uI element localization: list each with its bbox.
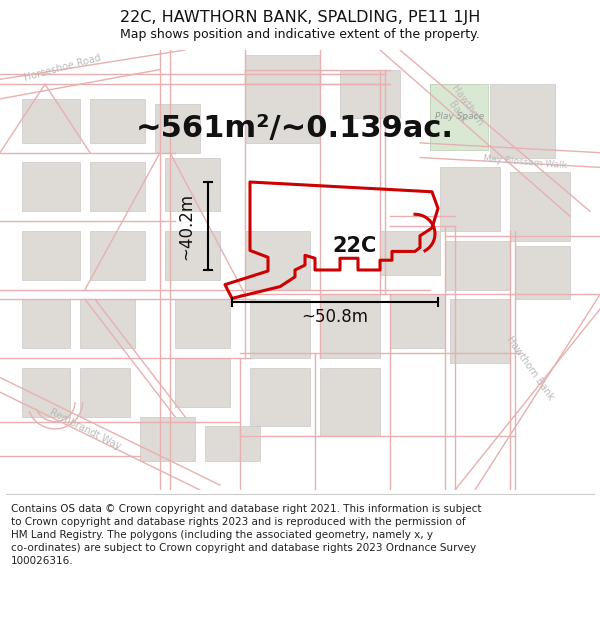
Polygon shape [90,99,145,143]
Polygon shape [430,84,488,150]
Text: ~40.2m: ~40.2m [177,192,195,259]
Polygon shape [175,358,230,407]
Polygon shape [340,69,400,119]
Polygon shape [390,294,445,348]
Text: Horseshoe Road: Horseshoe Road [22,52,101,82]
Polygon shape [165,158,220,211]
Polygon shape [245,231,310,289]
Polygon shape [245,55,320,84]
Polygon shape [22,231,80,280]
Polygon shape [430,84,480,148]
Polygon shape [380,231,440,275]
Polygon shape [510,173,570,241]
Polygon shape [250,368,310,426]
Polygon shape [155,104,200,152]
Text: Rembrandt Way: Rembrandt Way [48,407,122,452]
Polygon shape [80,368,130,417]
Polygon shape [490,84,555,158]
Polygon shape [90,162,145,211]
Polygon shape [450,299,510,363]
Polygon shape [320,368,380,436]
Polygon shape [140,417,195,461]
Polygon shape [445,241,510,289]
Text: Map shows position and indicative extent of the property.: Map shows position and indicative extent… [120,28,480,41]
Polygon shape [320,294,380,358]
Text: ~50.8m: ~50.8m [302,308,368,326]
Polygon shape [245,84,320,143]
Polygon shape [22,99,80,143]
Text: 22C, HAWTHORN BANK, SPALDING, PE11 1JH: 22C, HAWTHORN BANK, SPALDING, PE11 1JH [120,10,480,25]
Text: Hawthorn
Bank: Hawthorn Bank [440,83,484,134]
Text: ~561m²/~0.139ac.: ~561m²/~0.139ac. [136,114,454,142]
Text: Contains OS data © Crown copyright and database right 2021. This information is : Contains OS data © Crown copyright and d… [11,504,481,566]
Polygon shape [440,168,500,231]
Polygon shape [80,299,135,348]
Polygon shape [22,162,80,211]
Polygon shape [250,299,310,358]
Polygon shape [22,368,70,417]
Polygon shape [22,299,70,348]
Text: 22C: 22C [333,236,377,256]
Polygon shape [165,231,220,280]
Text: Hawthorn Bank: Hawthorn Bank [505,334,556,401]
Polygon shape [175,299,230,348]
Polygon shape [205,426,260,461]
Polygon shape [90,231,145,280]
Text: Play Space: Play Space [436,112,485,121]
Polygon shape [515,246,570,299]
Text: May Blossom Walk: May Blossom Walk [483,154,567,171]
